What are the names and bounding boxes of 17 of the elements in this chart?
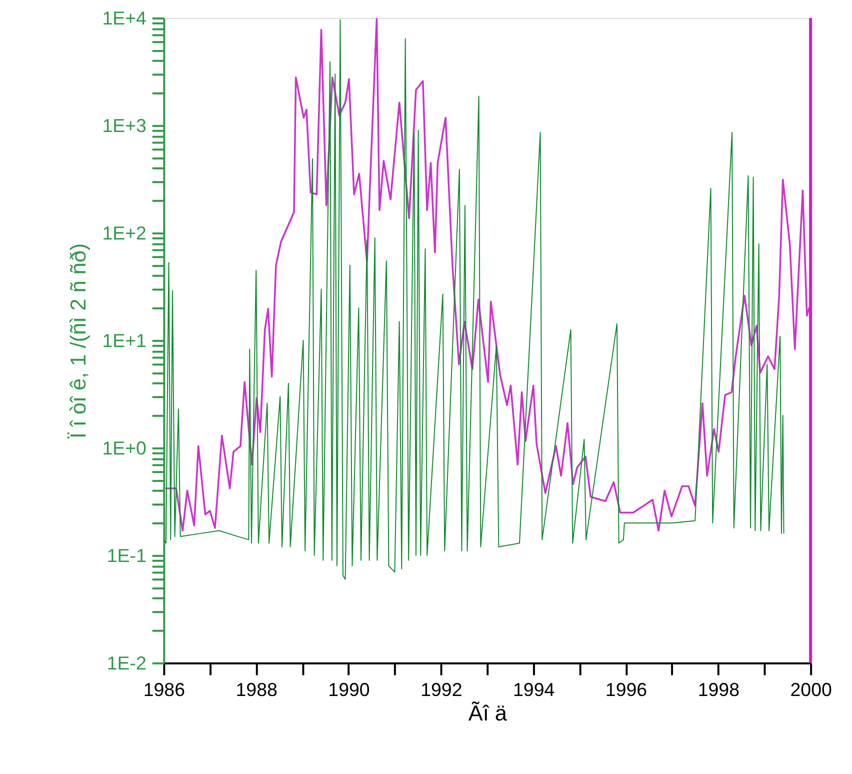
x-tick-label: 1994	[513, 678, 555, 700]
x-axis-title: Ãî ä	[468, 700, 508, 726]
y-tick-label: 1E-2	[106, 652, 146, 674]
y-tick-label: 1E+2	[102, 222, 146, 244]
y-tick-label: 1E+1	[102, 330, 146, 351]
x-tick-label: 1998	[698, 678, 740, 700]
x-tick-label: 1988	[236, 678, 278, 700]
x-tick-label: 1992	[420, 678, 462, 700]
x-tick-label: 1990	[328, 678, 370, 700]
y-tick-label: 1E+4	[102, 7, 146, 28]
y-tick-label: 1E+0	[102, 437, 146, 458]
y-tick-label: 1E+3	[102, 114, 146, 136]
y-axis-title: Ï î òî ê, 1 /(ñì 2 ñ ñð)	[65, 243, 90, 439]
y-tick-label: 1E-1	[106, 544, 146, 566]
x-tick-label: 1996	[605, 678, 648, 700]
x-tick-label: 1986	[143, 678, 186, 700]
x-tick-label: 2000	[790, 678, 832, 700]
